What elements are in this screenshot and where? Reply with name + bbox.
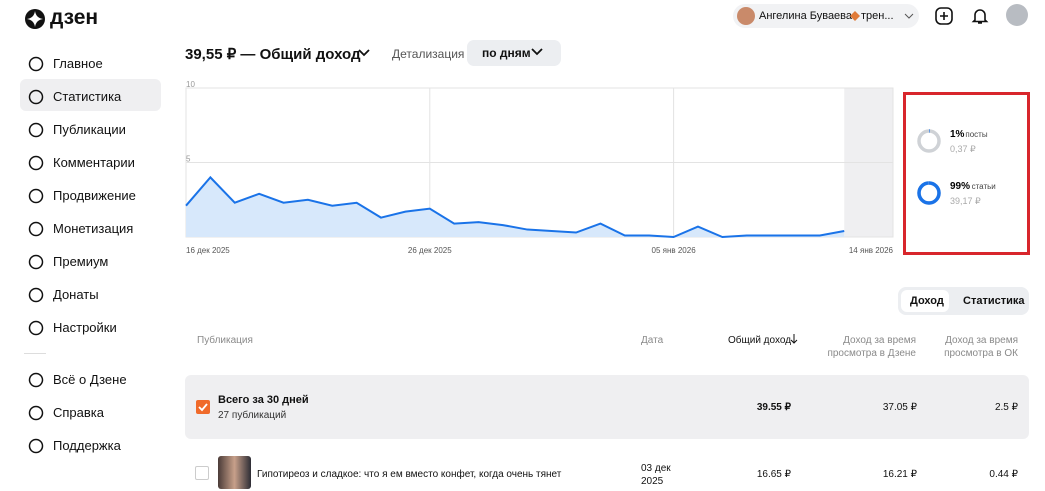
sort-arrow <box>790 334 798 344</box>
nav-item[interactable]: Настройки <box>53 320 117 335</box>
share-percent: 99% <box>950 181 970 192</box>
column-header[interactable]: Дата <box>641 335 664 346</box>
x-tick-label: 16 дек 2025 <box>186 246 230 255</box>
nav-icon <box>28 287 44 303</box>
x-tick-label: 26 дек 2025 <box>408 246 452 255</box>
income-title[interactable]: 39,55 ₽ — Общий доход <box>185 46 361 63</box>
nav-icon <box>28 56 44 72</box>
notifications-button[interactable] <box>970 6 990 26</box>
logo-icon <box>25 9 45 29</box>
x-tick-label: 14 янв 2026 <box>849 246 894 255</box>
x-tick-label: 05 янв 2026 <box>652 246 697 255</box>
share-name: статьи <box>972 182 996 191</box>
avatar <box>737 7 755 25</box>
period-value: по дням <box>482 46 531 60</box>
total-ok: 2.5 ₽ <box>994 402 1018 413</box>
chevron <box>904 13 914 19</box>
detail-label: Детализация <box>392 47 465 61</box>
donut-track <box>917 129 941 153</box>
user-chip[interactable] <box>733 4 919 28</box>
active-nav-bg <box>20 79 161 111</box>
line <box>185 175 845 239</box>
nav-item[interactable]: Премиум <box>53 254 109 269</box>
nav-item[interactable]: Комментарии <box>53 155 135 170</box>
column-header[interactable]: Общий доход <box>728 335 792 346</box>
nav-item[interactable]: Всё о Дзене <box>53 372 127 387</box>
chevron <box>531 48 543 56</box>
user-name: Ангелина Буваева <box>759 10 853 22</box>
checkbox-checked[interactable] <box>196 400 210 414</box>
nav-icon <box>28 89 44 105</box>
thumbnail[interactable] <box>218 456 251 489</box>
nav-icon <box>28 405 44 421</box>
checkbox[interactable] <box>195 466 209 480</box>
tab[interactable]: Доход <box>910 295 944 307</box>
tab[interactable]: Статистика <box>963 295 1025 307</box>
period-select[interactable] <box>467 40 561 66</box>
nav-icon <box>28 221 44 237</box>
total-row <box>185 375 1029 439</box>
y-tick-label: 10 <box>186 80 195 89</box>
highlight-box <box>903 92 1030 255</box>
publication-date: 03 дек 2025 <box>641 463 671 487</box>
total-subtitle: 27 публикаций <box>218 410 287 421</box>
nav-icon <box>28 122 44 138</box>
total-title: Всего за 30 дней <box>218 394 309 406</box>
column-header[interactable]: Доход за время просмотра в ОК <box>944 335 1018 359</box>
publication-dzen: 16.21 ₽ <box>882 469 917 480</box>
nav-item[interactable]: Статистика <box>53 89 122 104</box>
nav-item[interactable]: Монетизация <box>53 221 134 236</box>
publication-title[interactable]: Гипотиреоз и сладкое: что я ем вместо ко… <box>257 469 562 480</box>
breakdown: 1% посты 0,37 ₽ 99% статьи 39,17 ₽ <box>917 129 996 206</box>
share-name: посты <box>965 130 987 139</box>
total-income: 39.55 ₽ <box>756 402 791 413</box>
donut-arc <box>917 181 941 205</box>
nav-item[interactable]: Донаты <box>53 287 99 302</box>
nav-icon <box>28 254 44 270</box>
divider <box>24 353 46 354</box>
nav-item[interactable]: Справка <box>53 405 104 420</box>
nav-icon <box>28 188 44 204</box>
chevron <box>358 49 370 57</box>
profile-avatar[interactable] <box>1006 4 1028 26</box>
nav-item[interactable]: Поддержка <box>53 438 121 453</box>
share-amount: 0,37 ₽ <box>950 144 976 154</box>
nav-item[interactable]: Главное <box>53 56 103 71</box>
share-amount: 39,17 ₽ <box>950 196 981 206</box>
logo[interactable]: дзен <box>50 6 99 29</box>
nav-icon <box>28 155 44 171</box>
nav-item[interactable]: Продвижение <box>53 188 136 203</box>
area <box>186 177 845 237</box>
total-dzen: 37.05 ₽ <box>882 402 917 413</box>
channel-icon <box>850 11 860 21</box>
add-button[interactable] <box>934 6 954 26</box>
publication-ok: 0.44 ₽ <box>989 469 1018 480</box>
y-tick-label: 5 <box>186 155 191 164</box>
donut-arc <box>917 129 941 153</box>
channel-name: трен... <box>861 10 894 22</box>
publication-income: 16.65 ₽ <box>756 469 791 480</box>
nav-icon <box>28 438 44 454</box>
nav-icon <box>28 372 44 388</box>
column-header[interactable]: Доход за время просмотра в Дзене <box>827 335 916 359</box>
nav-item[interactable]: Публикации <box>53 122 126 137</box>
nav-icon <box>28 320 44 336</box>
column-header: Публикация <box>197 335 253 346</box>
share-percent: 1% <box>950 129 965 140</box>
tab-active-bg <box>901 290 949 312</box>
